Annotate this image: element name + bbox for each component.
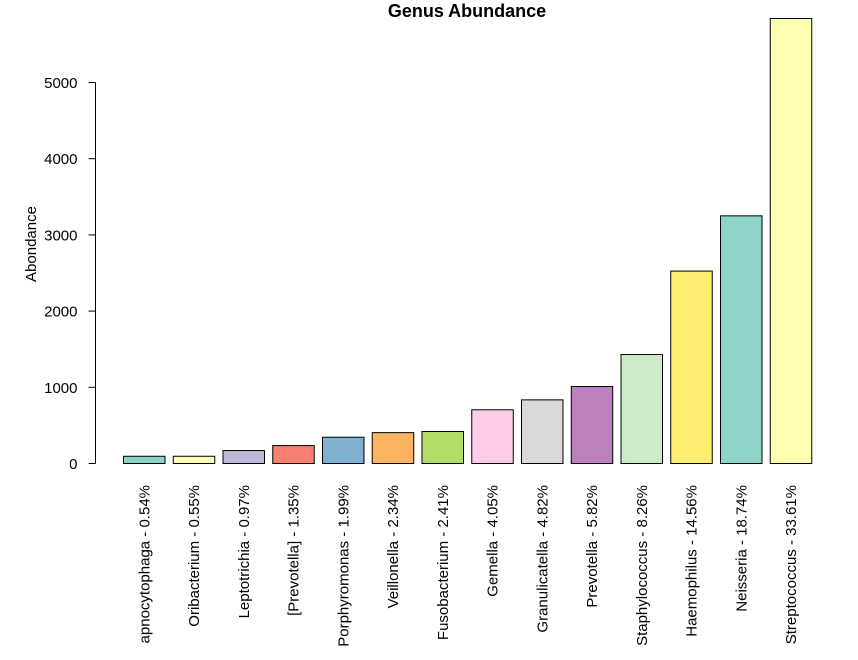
category-label: Leptotrichia - 0.97% (236, 485, 253, 618)
bar (222, 450, 265, 464)
y-tick-label: 4000 (44, 151, 77, 168)
bar (322, 436, 365, 464)
y-axis-ticks: 0 1000 2000 3000 4000 5000 (44, 75, 96, 473)
chart-title: Genus Abundance (388, 1, 546, 21)
category-label: Neisseria - 18.74% (733, 485, 750, 612)
category-label: Haemophilus - 14.56% (684, 485, 701, 637)
category-label: Oribacterium - 0.55% (186, 485, 203, 627)
category-labels: apnocytophaga - 0.54% Oribacterium - 0.55… (136, 485, 800, 647)
bar (272, 445, 315, 464)
y-axis-label: Abondance (23, 206, 40, 282)
category-label: Fusobacterium - 2.41% (435, 485, 452, 640)
y-tick-label: 1000 (44, 380, 77, 397)
bar (123, 455, 166, 464)
bar (570, 386, 614, 464)
y-tick-label: 2000 (44, 304, 77, 321)
category-label: Porphyromonas - 1.99% (335, 485, 352, 647)
category-label: Veillonella - 2.34% (385, 485, 402, 608)
bar (769, 17, 813, 464)
category-label: apnocytophaga - 0.54% (136, 485, 153, 643)
y-tick-label: 0 (69, 456, 77, 473)
category-label: Prevotella - 5.82% (584, 485, 601, 608)
bar (720, 215, 763, 464)
bar (521, 399, 564, 464)
bar (371, 432, 415, 465)
category-label: [Prevotella] - 1.35% (286, 485, 303, 616)
bar (670, 270, 713, 464)
category-label: Staphylococcus - 8.26% (634, 485, 651, 646)
bar (421, 430, 464, 465)
y-tick-label: 3000 (44, 227, 77, 244)
bar (620, 354, 663, 464)
category-label: Granulicatella - 4.82% (534, 485, 551, 633)
category-label: Gemella - 4.05% (485, 485, 502, 597)
bar (471, 409, 514, 464)
category-label: Streptococcus - 33.61% (783, 485, 800, 644)
bars (123, 17, 813, 465)
y-tick-label: 5000 (44, 75, 77, 92)
bar (172, 455, 216, 464)
